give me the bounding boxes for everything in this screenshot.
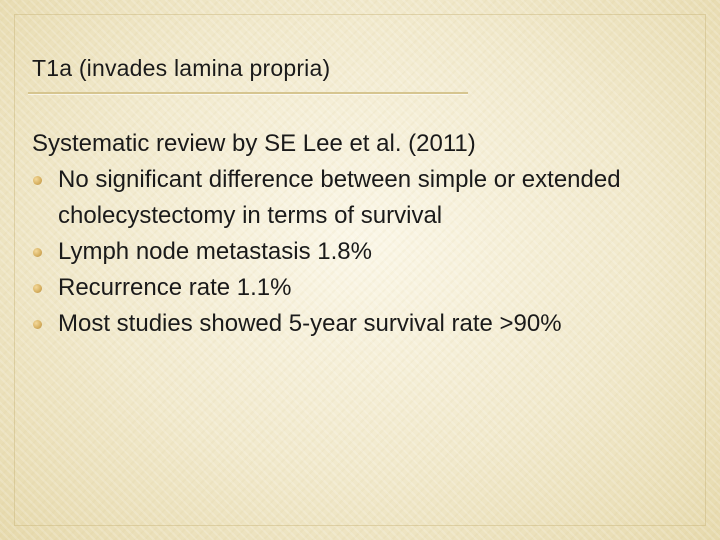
intro-text: Systematic review by SE Lee et al. (2011…: [32, 130, 476, 157]
bullet-text: Recurrence rate 1.1%: [58, 274, 292, 301]
bullet-text: No significant difference between simple…: [58, 166, 621, 229]
bullet-dot-icon: [33, 176, 42, 185]
bullet-item: No significant difference between simple…: [32, 162, 670, 234]
bullet-item: Most studies showed 5-year survival rate…: [32, 306, 670, 342]
bullet-list: No significant difference between simple…: [32, 162, 692, 342]
title-underline: [28, 92, 468, 94]
slide-body: Systematic review by SE Lee et al. (2011…: [32, 126, 692, 342]
bullet-dot-icon: [33, 320, 42, 329]
bullet-dot-icon: [33, 248, 42, 257]
bullet-text: Most studies showed 5-year survival rate…: [58, 310, 562, 337]
slide-title: T1a (invades lamina propria): [32, 55, 331, 81]
bullet-item: Recurrence rate 1.1%: [32, 270, 670, 306]
bullet-text: Lymph node metastasis 1.8%: [58, 238, 372, 265]
bullet-item: Lymph node metastasis 1.8%: [32, 234, 670, 270]
bullet-dot-icon: [33, 284, 42, 293]
